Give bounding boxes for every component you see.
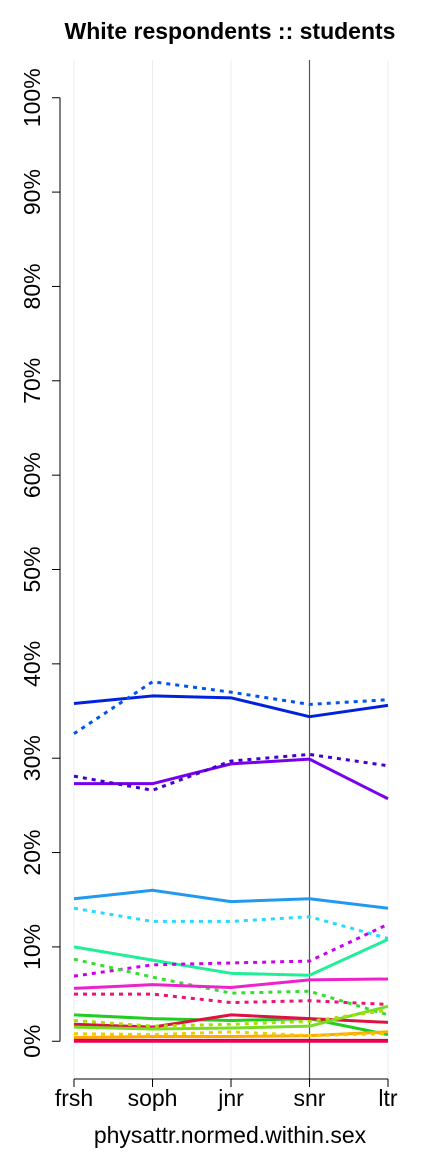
series-line: [73, 1013, 389, 1037]
x-tick-label: snr: [294, 1085, 326, 1111]
y-tick-label: 50%: [19, 546, 45, 592]
series-line: [74, 757, 389, 801]
x-tick-label: jnr: [217, 1085, 244, 1111]
series-line: [74, 992, 389, 1006]
y-tick-label: 90%: [19, 169, 45, 215]
series-line: [73, 1008, 389, 1028]
y-tick-label: 40%: [19, 641, 45, 687]
series-line: [73, 937, 389, 977]
y-tick-label: 60%: [19, 452, 45, 498]
y-tick-label: 10%: [19, 924, 45, 970]
chart-title: White respondents :: students: [65, 18, 396, 44]
series-line: [73, 1004, 389, 1031]
series-line: [73, 680, 389, 735]
series-line: [73, 906, 389, 940]
series-line: [73, 752, 389, 792]
series-line: [73, 888, 389, 910]
y-tick-label: 100%: [19, 68, 45, 127]
y-tick-label: 70%: [19, 358, 45, 404]
y-tick-label: 20%: [19, 830, 45, 876]
x-axis-label: physattr.normed.within.sex: [94, 1122, 367, 1148]
y-tick-label: 0%: [19, 1025, 45, 1058]
y-tick-label: 30%: [19, 735, 45, 781]
series-line: [73, 977, 389, 990]
series-line: [73, 1030, 389, 1038]
y-tick-label: 80%: [19, 263, 45, 309]
x-tick-label: ltr: [378, 1085, 398, 1111]
x-tick-label: soph: [128, 1085, 178, 1111]
x-tick-label: frsh: [55, 1085, 93, 1111]
